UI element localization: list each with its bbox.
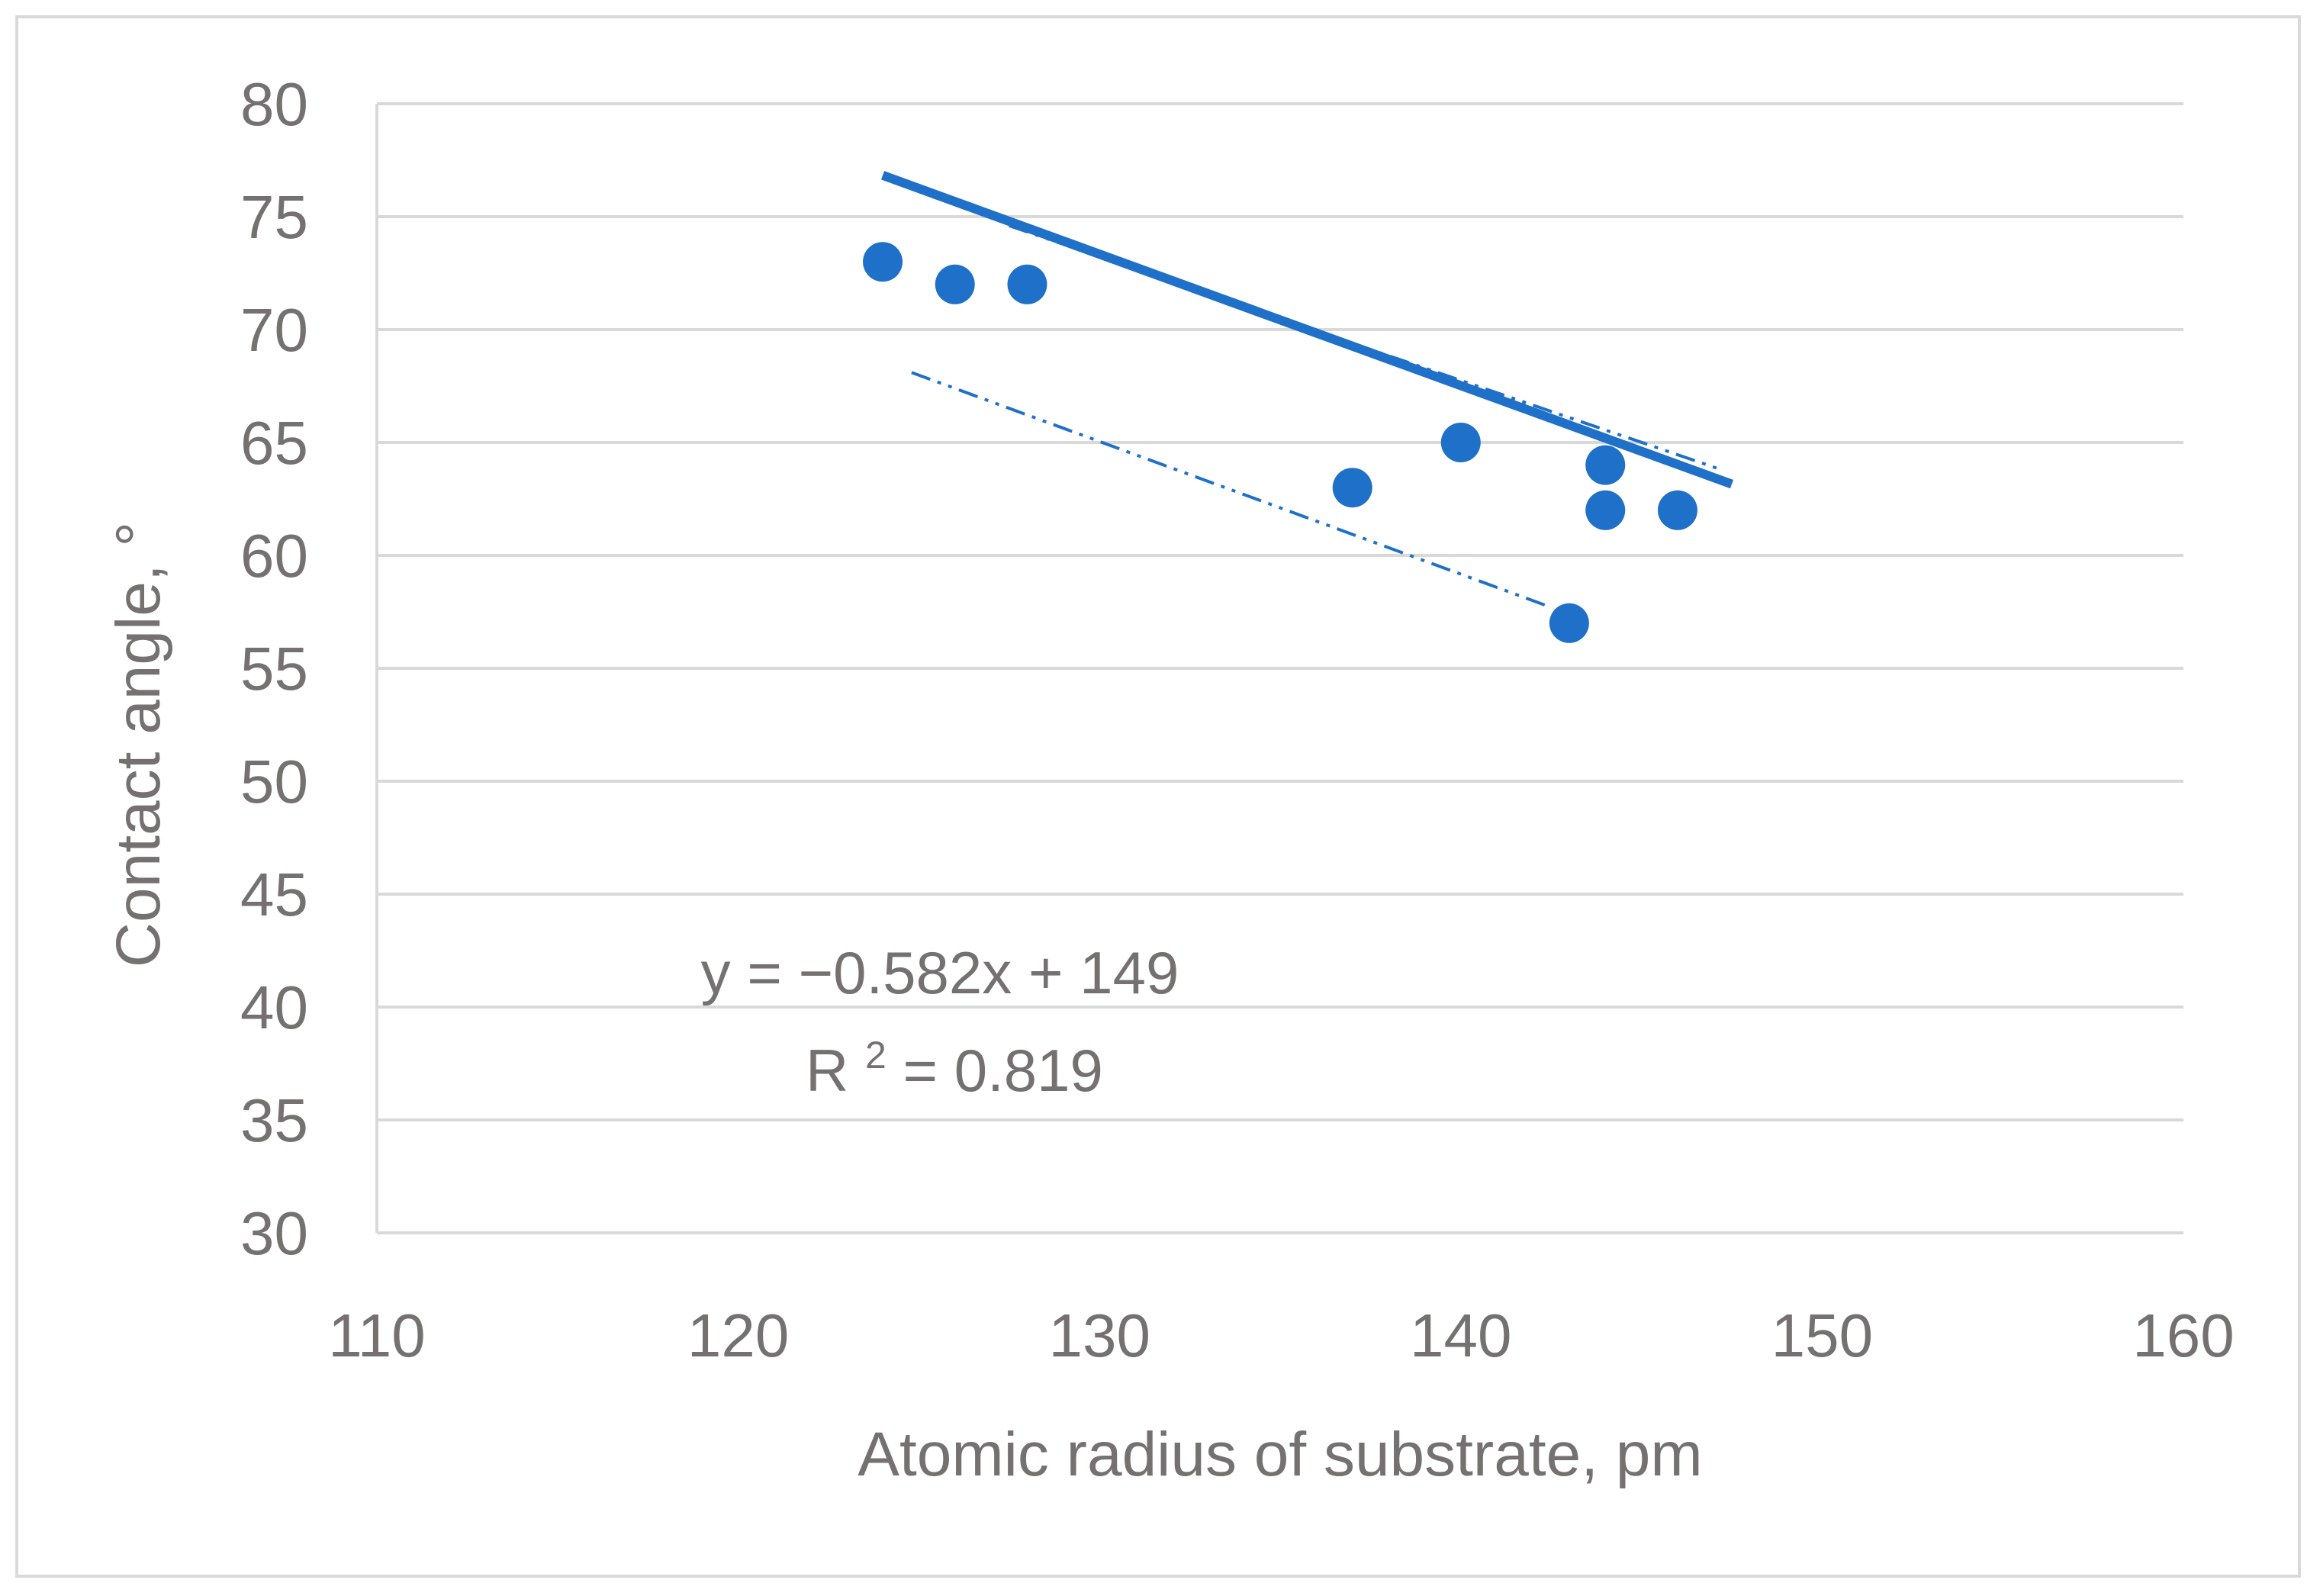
data-points [863,242,1697,643]
y-tick-55: 55 [240,635,308,703]
y-tick-45: 45 [240,861,308,928]
data-point-5 [1440,423,1481,462]
x-tick-130: 130 [1048,1302,1150,1369]
data-point-7 [1585,445,1626,485]
r-squared-r: R [806,1037,848,1104]
y-tick-70: 70 [240,296,308,364]
r-squared-label: R 2 = 0.819 [806,1014,1103,1104]
scatter-chart: 30 35 40 45 50 55 60 65 70 75 80 110 120 130 140 150 16… [104,70,2235,1489]
y-tick-65: 65 [240,409,308,477]
x-tick-160: 160 [2132,1302,2234,1369]
data-point-1 [863,242,903,282]
chart-frame: 30 35 40 45 50 55 60 65 70 75 80 110 120 130 140 150 16… [15,15,2301,1578]
x-tick-120: 120 [687,1302,789,1369]
confidence-bands [911,224,1722,609]
r-squared-value: = 0.819 [903,1037,1103,1104]
y-tick-30: 30 [240,1199,308,1267]
y-tick-75: 75 [240,183,308,251]
gridlines [377,102,2183,1234]
confidence-band-lower [911,371,1552,609]
trendline-line [880,171,1734,489]
x-tick-150: 150 [1771,1302,1873,1369]
y-tick-80: 80 [240,70,308,138]
trendline [880,171,1734,489]
r-squared-exponent: 2 [865,1034,886,1076]
x-tick-140: 140 [1410,1302,1511,1369]
y-tick-labels: 30 35 40 45 50 55 60 65 70 75 80 [240,70,308,1267]
y-axis-title: Contact angle, ° [104,522,173,967]
data-point-3 [1007,264,1047,304]
data-point-6 [1549,603,1589,643]
data-point-4 [1332,468,1372,508]
data-point-9 [1657,490,1697,530]
y-tick-60: 60 [240,522,308,590]
x-tick-labels: 110 120 130 140 150 160 [328,1302,2235,1369]
x-axis-title: Atomic radius of substrate, pm [858,1420,1702,1489]
y-tick-35: 35 [240,1086,308,1154]
axes [375,104,2183,1234]
trendline-equation: y = −0.582x + 149 [701,939,1179,1006]
x-tick-110: 110 [328,1302,426,1369]
data-point-2 [935,264,975,304]
y-tick-50: 50 [240,748,308,816]
y-tick-40: 40 [240,973,308,1041]
data-point-8 [1585,490,1626,530]
